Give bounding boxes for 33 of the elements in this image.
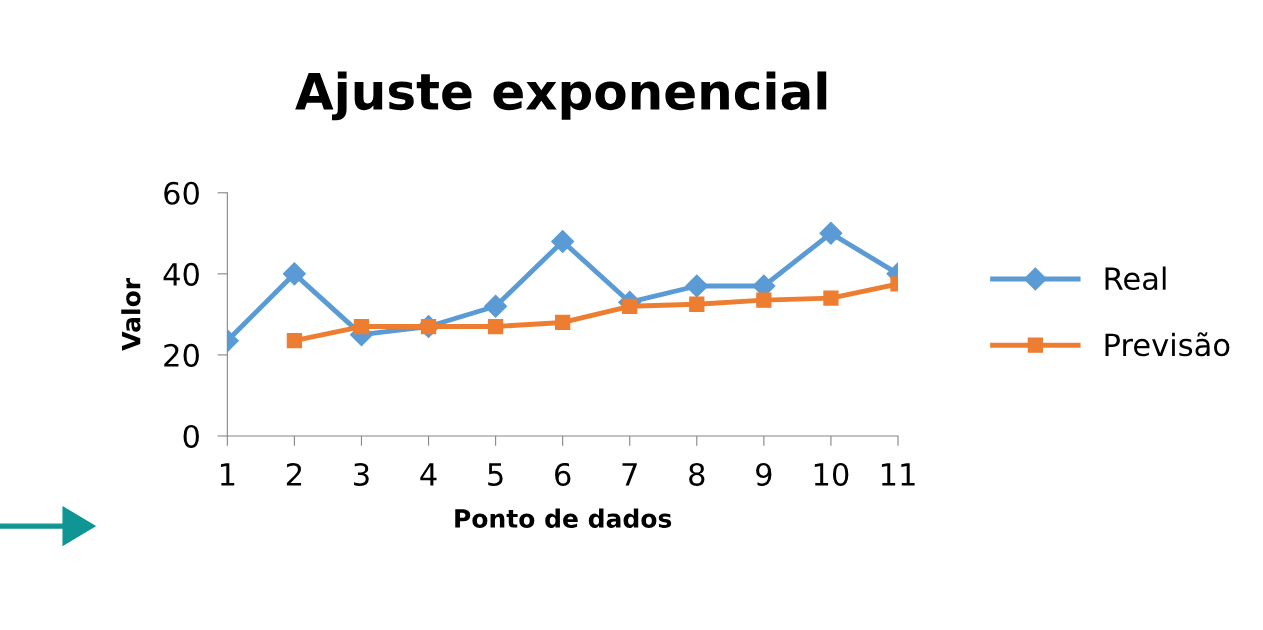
y-axis-title: Valor (121, 277, 141, 351)
point (823, 290, 839, 306)
y-tick-label: 20 (164, 343, 199, 367)
point (555, 314, 571, 331)
point (551, 229, 575, 253)
legend-label: Previsão (1105, 332, 1230, 357)
point (819, 221, 843, 245)
point (286, 333, 303, 349)
point (689, 296, 705, 312)
point (756, 292, 772, 308)
point (484, 294, 508, 318)
x-tick-label: 8 (689, 462, 705, 486)
point (622, 298, 638, 314)
y-tick-label: 60 (164, 181, 199, 205)
x-tick-label: 7 (622, 463, 637, 486)
x-tick-label: 11 (881, 463, 915, 486)
x-tick-label: 6 (555, 462, 571, 486)
chart-title: Ajuste exponencial (295, 71, 827, 121)
point (282, 262, 306, 286)
y-tick-label: 0 (183, 424, 199, 448)
point (353, 318, 370, 335)
x-tick-label: 2 (286, 462, 302, 486)
point (487, 318, 504, 335)
point (685, 274, 709, 298)
x-tick-label: 4 (420, 463, 437, 486)
x-tick-label: 9 (756, 462, 772, 486)
x-tick-label: 5 (488, 463, 503, 486)
x-tick-label: 1 (220, 463, 235, 486)
x-axis-title: Ponto de dados (455, 508, 672, 528)
y-tick-label: 40 (163, 262, 199, 286)
x-tick-label: 3 (354, 462, 369, 486)
x-tick-label: 10 (814, 462, 849, 486)
legend-label: Real (1105, 266, 1166, 291)
